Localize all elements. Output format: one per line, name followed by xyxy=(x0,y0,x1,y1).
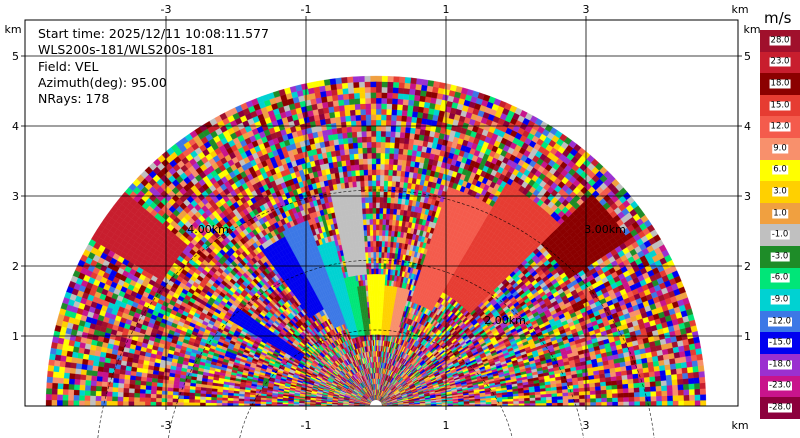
colorbar-label: -18.0 xyxy=(768,360,792,370)
colorbar-level: 15.0 xyxy=(760,94,800,117)
colorbar-level: -1.0 xyxy=(760,224,800,246)
colorbar-label: -6.0 xyxy=(770,273,790,283)
y-tick-label-right: 4 xyxy=(744,120,751,133)
colorbar: 28.0 23.0 18.0 15.0 12.0 9.0 6.0 3.0 1.0 -1.0 -3.0… xyxy=(760,30,800,419)
colorbar-label: 6.0 xyxy=(772,165,788,175)
colorbar-level: 6.0 xyxy=(760,159,800,182)
x-tick-label-bottom: -1 xyxy=(301,419,312,432)
x-tick-label-top: 1 xyxy=(443,3,450,16)
colorbar-label: 9.0 xyxy=(772,144,788,154)
colorbar-level: -28.0 xyxy=(760,397,800,419)
range-ring-label: 4.00km xyxy=(187,223,229,236)
colorbar-label: 3.0 xyxy=(772,187,788,197)
colorbar-label: -12.0 xyxy=(768,317,792,327)
x-tick-label-bottom: 3 xyxy=(583,419,590,432)
colorbar-title: m/s xyxy=(764,9,791,27)
colorbar-label: 15.0 xyxy=(769,101,791,111)
colorbar-label: 28.0 xyxy=(769,36,791,46)
x-unit-label-bottom: km xyxy=(731,419,748,432)
x-unit-label-top: km xyxy=(731,3,748,16)
colorbar-label: -1.0 xyxy=(770,230,790,240)
instrument-name: WLS200s-181/WLS200s-181 xyxy=(38,42,269,58)
colorbar-label: 12.0 xyxy=(769,122,791,132)
colorbar-level: 23.0 xyxy=(760,51,800,74)
colorbar-label: 18.0 xyxy=(769,79,791,89)
colorbar-label: 1.0 xyxy=(772,209,788,219)
colorbar-level: 28.0 xyxy=(760,30,800,52)
y-tick-label-left: 5 xyxy=(12,50,19,63)
y-tick-label-right: 3 xyxy=(744,190,751,203)
y-unit-label-left: km xyxy=(4,23,21,36)
colorbar-level: -23.0 xyxy=(760,375,800,398)
range-ring-label: 3.00km xyxy=(584,223,626,236)
colorbar-level: 1.0 xyxy=(760,202,800,225)
plot-overlay: -3 -3 -1 -1 1 1 3 3 5 5 4 4 3 3 2 2 1 1 km km km km 4.00km 3.00… xyxy=(4,3,761,438)
colorbar-label: -3.0 xyxy=(770,252,790,262)
colorbar-label: -15.0 xyxy=(768,338,792,348)
y-tick-label-right: 1 xyxy=(744,330,751,343)
range-ring-label: 2.00km xyxy=(484,314,526,327)
colorbar-label: 23.0 xyxy=(769,57,791,67)
nrays-value: NRays: 178 xyxy=(38,91,269,107)
plot-frame xyxy=(24,19,739,407)
start-time: Start time: 2025/12/11 10:08:11.577 xyxy=(38,26,269,42)
colorbar-level: 12.0 xyxy=(760,116,800,138)
colorbar-level: -9.0 xyxy=(760,289,800,311)
colorbar-label: -9.0 xyxy=(770,295,790,305)
colorbar-level: 3.0 xyxy=(760,181,800,203)
colorbar-level: -3.0 xyxy=(760,245,800,268)
range-ring xyxy=(97,189,655,438)
scan-info: Start time: 2025/12/11 10:08:11.577 WLS2… xyxy=(38,26,269,107)
x-tick-label-top: -1 xyxy=(301,3,312,16)
y-tick-label-left: 2 xyxy=(12,260,19,273)
x-tick-label-top: 3 xyxy=(583,3,590,16)
velocity-field xyxy=(45,75,707,407)
x-tick-label-bottom: -3 xyxy=(161,419,172,432)
colorbar-level: 9.0 xyxy=(760,137,800,160)
y-tick-label-left: 1 xyxy=(12,330,19,343)
y-tick-label-left: 3 xyxy=(12,190,19,203)
colorbar-level: -12.0 xyxy=(760,310,800,333)
colorbar-level: -6.0 xyxy=(760,267,800,290)
y-tick-label-right: 5 xyxy=(744,50,751,63)
x-tick-label-bottom: 1 xyxy=(443,419,450,432)
y-tick-label-left: 4 xyxy=(12,120,19,133)
colorbar-label: -23.0 xyxy=(768,381,792,391)
y-tick-label-right: 2 xyxy=(744,260,751,273)
range-ring xyxy=(168,259,584,438)
colorbar-level: 18.0 xyxy=(760,73,800,95)
x-tick-label-top: -3 xyxy=(161,3,172,16)
y-unit-label-right: km xyxy=(743,23,760,36)
range-ring xyxy=(239,329,513,438)
field-name: Field: VEL xyxy=(38,59,269,75)
colorbar-label: -28.0 xyxy=(768,403,792,413)
azimuth-value: Azimuth(deg): 95.00 xyxy=(38,75,269,91)
colorbar-level: -18.0 xyxy=(760,353,800,376)
colorbar-level: -15.0 xyxy=(760,332,800,354)
